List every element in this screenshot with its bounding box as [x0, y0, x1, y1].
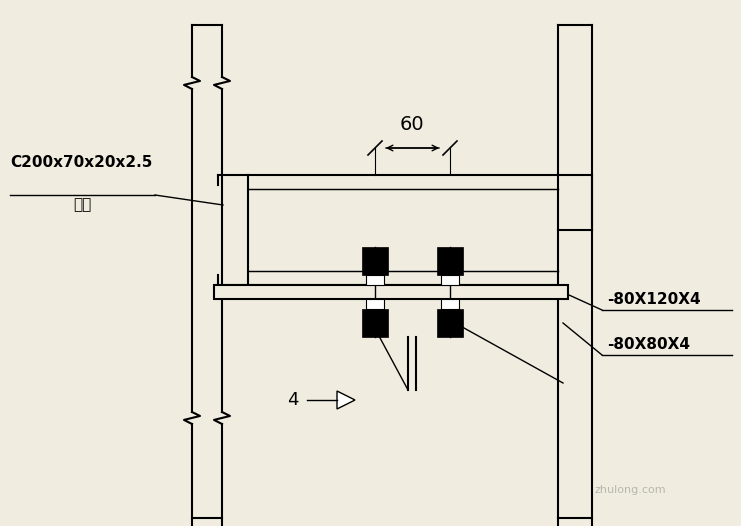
Bar	[366, 299, 384, 309]
Bar	[441, 275, 459, 285]
Bar	[214, 285, 568, 299]
Text: 墙梁: 墙梁	[73, 197, 91, 212]
Text: -80X120X4: -80X120X4	[607, 292, 701, 307]
Bar	[437, 309, 463, 337]
Text: 60: 60	[399, 115, 425, 134]
Bar	[362, 309, 388, 337]
Text: 4: 4	[288, 391, 299, 409]
Bar	[366, 275, 384, 285]
Text: zhulong.com: zhulong.com	[594, 485, 666, 495]
Bar	[441, 299, 459, 309]
Polygon shape	[337, 391, 355, 409]
Bar	[437, 247, 463, 275]
Text: C200x70x20x2.5: C200x70x20x2.5	[10, 155, 153, 170]
Text: -80X80X4: -80X80X4	[607, 337, 690, 352]
Bar	[362, 247, 388, 275]
